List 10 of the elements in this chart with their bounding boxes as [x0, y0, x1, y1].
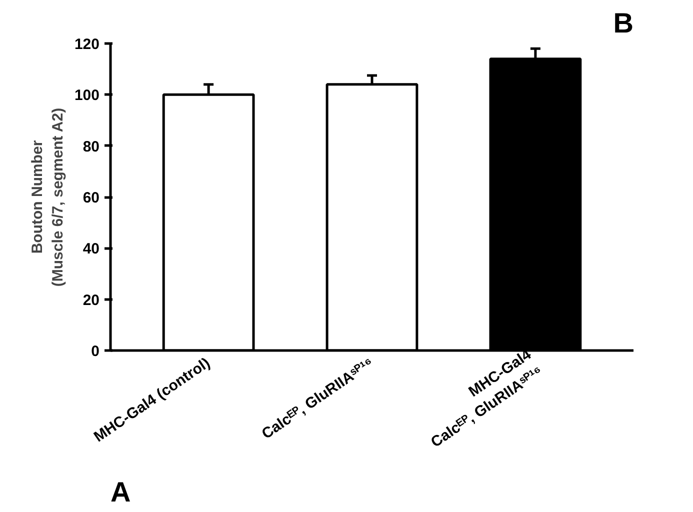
y-tick-label: 60: [82, 190, 100, 206]
y-tick-label: 40: [82, 240, 100, 258]
text: B: [613, 8, 634, 38]
y-tick-label: 80: [82, 138, 100, 156]
y-axis-title: Bouton Number (Muscle 6/7, segment A2): [29, 108, 66, 287]
y-tick-label: 120: [74, 36, 100, 53]
y-tick-label: 20: [82, 292, 100, 309]
text: A: [110, 476, 131, 508]
y-tick-label: 100: [74, 87, 100, 104]
y-tick-label: 0: [91, 343, 100, 360]
